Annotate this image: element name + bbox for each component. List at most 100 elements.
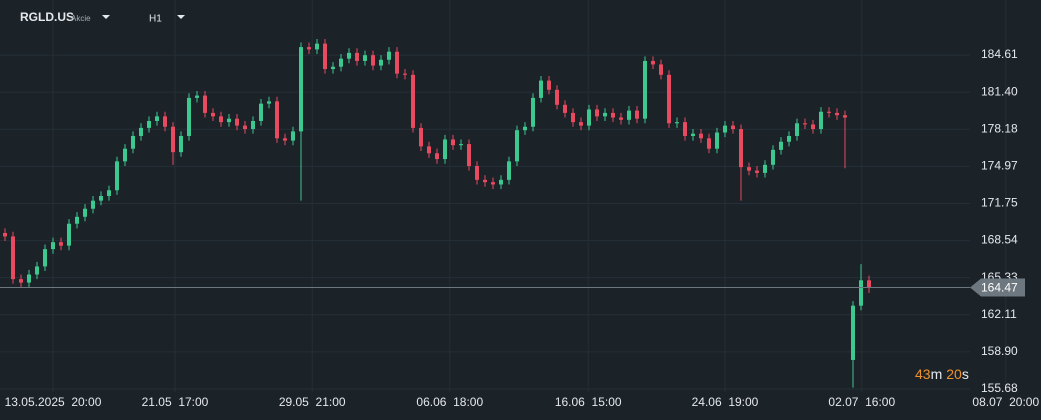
candle-body [787, 135, 791, 142]
grid [0, 0, 1007, 392]
candle-body [307, 47, 311, 50]
candle-body [11, 236, 15, 280]
candle-body [427, 146, 431, 154]
candle-body [179, 135, 183, 153]
candle-body [819, 111, 823, 130]
candle-body [91, 200, 95, 209]
y-tick-label: 162.11 [981, 307, 1017, 321]
x-tick-label: 16.06 15:00 [555, 395, 622, 409]
candle-body [491, 182, 495, 185]
candle-body [283, 138, 287, 141]
candle-body [643, 60, 647, 119]
candle-body [259, 103, 263, 121]
candle-body [667, 74, 671, 124]
candle-body [755, 170, 759, 173]
candle-body [811, 124, 815, 130]
candle-body [435, 153, 439, 160]
candle-body [387, 51, 391, 60]
candle-body [219, 116, 223, 123]
y-tick-label: 158.90 [981, 344, 1018, 358]
candle-body [635, 110, 639, 119]
candle-body [459, 144, 463, 146]
candle-body [475, 166, 479, 180]
candle-body [771, 149, 775, 165]
candle-body [67, 223, 71, 246]
candle-body [547, 80, 551, 90]
candle-body [339, 58, 343, 67]
candle-body [723, 125, 727, 133]
y-tick-label: 181.40 [981, 84, 1018, 98]
x-tick-label: 29.05 21:00 [279, 395, 346, 409]
toolbar: RGLD.US Akcie H1 [20, 10, 185, 25]
candle-body [851, 305, 855, 360]
candle-body [251, 120, 255, 130]
y-tick-label: 178.18 [981, 121, 1018, 135]
candle-body [315, 43, 319, 50]
candle-body [563, 104, 567, 113]
candle-body [739, 129, 743, 168]
candle-body [131, 135, 135, 149]
last-price-tag [970, 278, 1025, 297]
candle-body [707, 138, 711, 149]
candle-body [347, 52, 351, 59]
countdown-minutes: 43 [915, 366, 931, 382]
symbol[interactable]: RGLD.US [20, 10, 74, 24]
candle-body [867, 280, 871, 288]
candle-body [835, 112, 839, 116]
candle-body [803, 123, 807, 125]
candle-body [323, 43, 327, 70]
candle-body [211, 112, 215, 117]
symbol-dropdown[interactable] [102, 15, 110, 19]
candle-body [555, 89, 559, 105]
candle-body [371, 55, 375, 66]
candle-body [827, 111, 831, 113]
candle-body [35, 266, 39, 275]
timeframe-dropdown[interactable] [177, 15, 185, 19]
candle-body [171, 126, 175, 153]
candle-body [275, 101, 279, 139]
candle-body [403, 73, 407, 75]
candle-body [291, 131, 295, 141]
candle-body [59, 242, 63, 246]
candle-body [747, 167, 751, 171]
timeframe[interactable]: H1 [149, 14, 162, 25]
candle-body [595, 109, 599, 117]
candle-body [843, 115, 847, 118]
candle-body [395, 51, 399, 74]
candle-body [579, 122, 583, 126]
candle-body [859, 280, 863, 306]
countdown-seconds: 20 [946, 366, 962, 382]
candle-body [203, 95, 207, 113]
candle-body [139, 127, 143, 136]
candle-body [379, 59, 383, 66]
candle-body [779, 141, 783, 150]
candle-body [83, 208, 87, 217]
candle-body [715, 132, 719, 149]
candle-body [443, 139, 447, 160]
countdown-seconds-unit: s [962, 366, 969, 382]
candle-body [451, 139, 455, 146]
candle-body [243, 125, 247, 130]
candle-body [499, 179, 503, 185]
x-tick-label: 21.05 17:00 [142, 395, 209, 409]
candle-body [75, 216, 79, 224]
candle-body [331, 66, 335, 70]
candle-body [675, 122, 679, 124]
candle-body [619, 117, 623, 120]
x-tick-label: 24.06 19:00 [692, 395, 759, 409]
candle-body [227, 118, 231, 123]
candle-body [19, 279, 23, 283]
overlay: 155.68158.90162.11165.33168.54171.75174.… [0, 47, 1039, 409]
candle-body [123, 148, 127, 162]
candle-body [163, 116, 167, 127]
candle-body [795, 123, 799, 136]
candle-body [515, 130, 519, 162]
y-tick-label: 171.75 [981, 196, 1018, 210]
candle-body [299, 47, 303, 132]
candle-body [691, 133, 695, 136]
countdown: 43m 20s [915, 366, 969, 382]
candle-body [3, 232, 7, 237]
candle-body [571, 112, 575, 123]
